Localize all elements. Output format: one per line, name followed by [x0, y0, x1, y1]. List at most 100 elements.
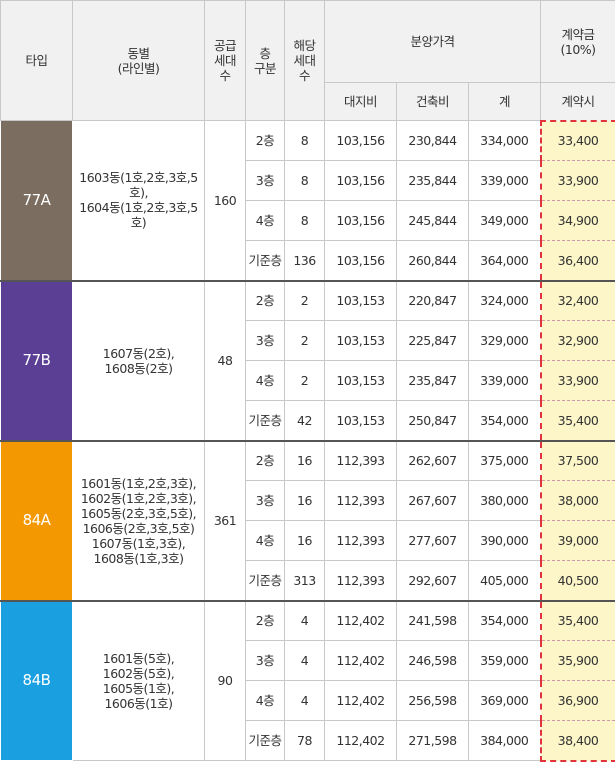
deposit-cell: 32,400	[539, 279, 615, 321]
units-cell: 2	[284, 279, 325, 321]
units-cell: 16	[284, 480, 325, 521]
dong-cell-line: 1606동(1호)	[104, 695, 173, 711]
total-cell: 329,000	[467, 320, 542, 361]
land-cell: 112,393	[324, 480, 397, 521]
land-cell: 103,153	[324, 360, 397, 401]
land-cell: 112,393	[324, 439, 397, 481]
total-cell: 354,000	[467, 400, 542, 441]
deposit-cell: 33,900	[539, 360, 615, 401]
floor-cell: 3층	[245, 320, 285, 361]
dong-cell-line: 1601동(1호,2호,3호),	[80, 475, 197, 491]
floor-cell: 기준층	[245, 400, 285, 441]
header-cell: 해당 세대 수	[284, 0, 325, 121]
header-cell-line: 계약금	[561, 26, 596, 42]
header-cell-line: 수	[219, 68, 231, 83]
build-cell: 246,598	[396, 640, 469, 681]
total-cell: 384,000	[467, 720, 542, 761]
dong-cell-line: 1602동(1호,2호,3호),	[80, 490, 197, 506]
deposit-cell: 35,400	[539, 400, 615, 441]
table-body: 77A 1603동(1호,2호,3호,5호), 1604동(1호,2호,3호,5호)…	[0, 119, 615, 762]
header-cell: 대지비	[324, 82, 397, 121]
build-cell: 245,844	[396, 200, 469, 241]
build-cell: 235,847	[396, 360, 469, 401]
table-row: 기준층 78 112,402 271,598 384,000 38,400	[1, 720, 615, 762]
land-cell: 103,153	[324, 400, 397, 441]
header-cell: 타입	[0, 0, 73, 121]
header-cell: 공급 세대 수	[204, 0, 246, 121]
table-row: 3층 8 103,156 235,844 339,000 33,900	[1, 160, 615, 201]
build-cell: 267,607	[396, 480, 469, 521]
deposit-cell: 33,400	[539, 119, 615, 161]
land-cell: 103,153	[324, 279, 397, 321]
header-cell-line: 세대	[213, 53, 237, 68]
dong-cell-line: 1605동(1호),	[102, 680, 175, 696]
units-cell: 313	[284, 560, 325, 601]
total-cell: 324,000	[467, 279, 542, 321]
table-header: 타입 동별 (라인별) 공급 세대 수 층 구분 해당 세대 수 분양가격 계약금 (10%) 대지비 건축비…	[0, 0, 615, 121]
units-cell: 4	[284, 640, 325, 681]
supply-cell: 48	[204, 279, 246, 441]
dong-cell-line: 1601동(5호),	[102, 650, 175, 666]
land-cell: 103,153	[324, 320, 397, 361]
table-row: 기준층 313 112,393 292,607 405,000 40,500	[1, 560, 615, 601]
build-cell: 262,607	[396, 439, 469, 481]
table-row: 77A 1603동(1호,2호,3호,5호), 1604동(1호,2호,3호,5호)…	[0, 119, 615, 281]
deposit-cell: 32,900	[539, 320, 615, 361]
dong-cell: 1603동(1호,2호,3호,5호), 1604동(1호,2호,3호,5호)	[72, 120, 205, 281]
total-cell: 375,000	[467, 439, 542, 481]
table-row: 77B 1607동(2호), 1608동(2호) 48 2층 2 103,153 220,84…	[0, 279, 615, 441]
table-row: 84A 1601동(1호,2호,3호), 1602동(1호,2호,3호), 1605동…	[0, 439, 615, 601]
table-row: 84B 1601동(5호), 1602동(5호), 1605동(1호), 1606동(1…	[0, 599, 615, 761]
build-cell: 292,607	[396, 560, 469, 601]
floor-cell: 2층	[245, 120, 285, 161]
units-cell: 16	[284, 439, 325, 481]
dong-cell-line: 1607동(1호,3호),	[91, 535, 186, 551]
header-cell-line: 구분	[253, 60, 277, 76]
dong-cell: 1607동(2호), 1608동(2호)	[72, 279, 205, 441]
floor-cell: 3층	[245, 480, 285, 521]
header-row: 타입 동별 (라인별) 공급 세대 수 층 구분 해당 세대 수 분양가격 계약금 (10%)	[0, 0, 615, 121]
build-cell: 250,847	[396, 400, 469, 441]
units-cell: 2	[284, 320, 325, 361]
dong-cell-line: 1608동(2호)	[104, 360, 173, 376]
land-cell: 103,156	[324, 200, 397, 241]
build-cell: 225,847	[396, 320, 469, 361]
supply-cell: 160	[204, 120, 246, 281]
floor-cell: 4층	[245, 680, 285, 721]
deposit-cell: 35,400	[539, 599, 615, 641]
type-cell: 84A	[0, 439, 73, 601]
build-cell: 235,844	[396, 160, 469, 201]
table-row: 4층 8 103,156 245,844 349,000 34,900	[1, 200, 615, 241]
header-cell: 건축비	[396, 82, 469, 121]
units-cell: 8	[284, 120, 325, 161]
land-cell: 112,402	[324, 599, 397, 641]
floor-cell: 2층	[245, 599, 285, 641]
floor-cell: 기준층	[245, 240, 285, 281]
total-cell: 334,000	[467, 120, 542, 161]
build-cell: 277,607	[396, 520, 469, 561]
units-cell: 78	[284, 720, 325, 761]
floor-cell: 4층	[245, 200, 285, 241]
deposit-cell: 34,900	[539, 200, 615, 241]
header-cell-line: 공급	[213, 38, 237, 53]
type-cell: 77B	[0, 279, 73, 441]
header-cell: 층 구분	[245, 0, 285, 121]
header-cell: 계	[467, 82, 542, 121]
build-cell: 241,598	[396, 599, 469, 641]
deposit-cell: 40,500	[539, 560, 615, 601]
dong-cell-line: 1604동(1호,2호,3호,5호)	[79, 200, 198, 231]
deposit-cell: 37,500	[539, 439, 615, 481]
dong-cell-line: 1606동(2호,3호,5호)	[82, 520, 195, 536]
table-row: 4층 16 112,393 277,607 390,000 39,000	[1, 520, 615, 561]
land-cell: 112,402	[324, 680, 397, 721]
land-cell: 112,393	[324, 520, 397, 561]
table-row: 기준층 42 103,153 250,847 354,000 35,400	[1, 400, 615, 441]
header-cell-line: 세대	[293, 53, 316, 68]
build-cell: 260,844	[396, 240, 469, 281]
dong-cell-line: 1603동(1호,2호,3호,5호),	[79, 170, 198, 201]
dong-cell-line: 1608동(1호,3호)	[93, 550, 184, 566]
deposit-cell: 35,900	[539, 640, 615, 681]
header-cell-line: (라인별)	[117, 60, 160, 76]
total-cell: 359,000	[467, 640, 542, 681]
